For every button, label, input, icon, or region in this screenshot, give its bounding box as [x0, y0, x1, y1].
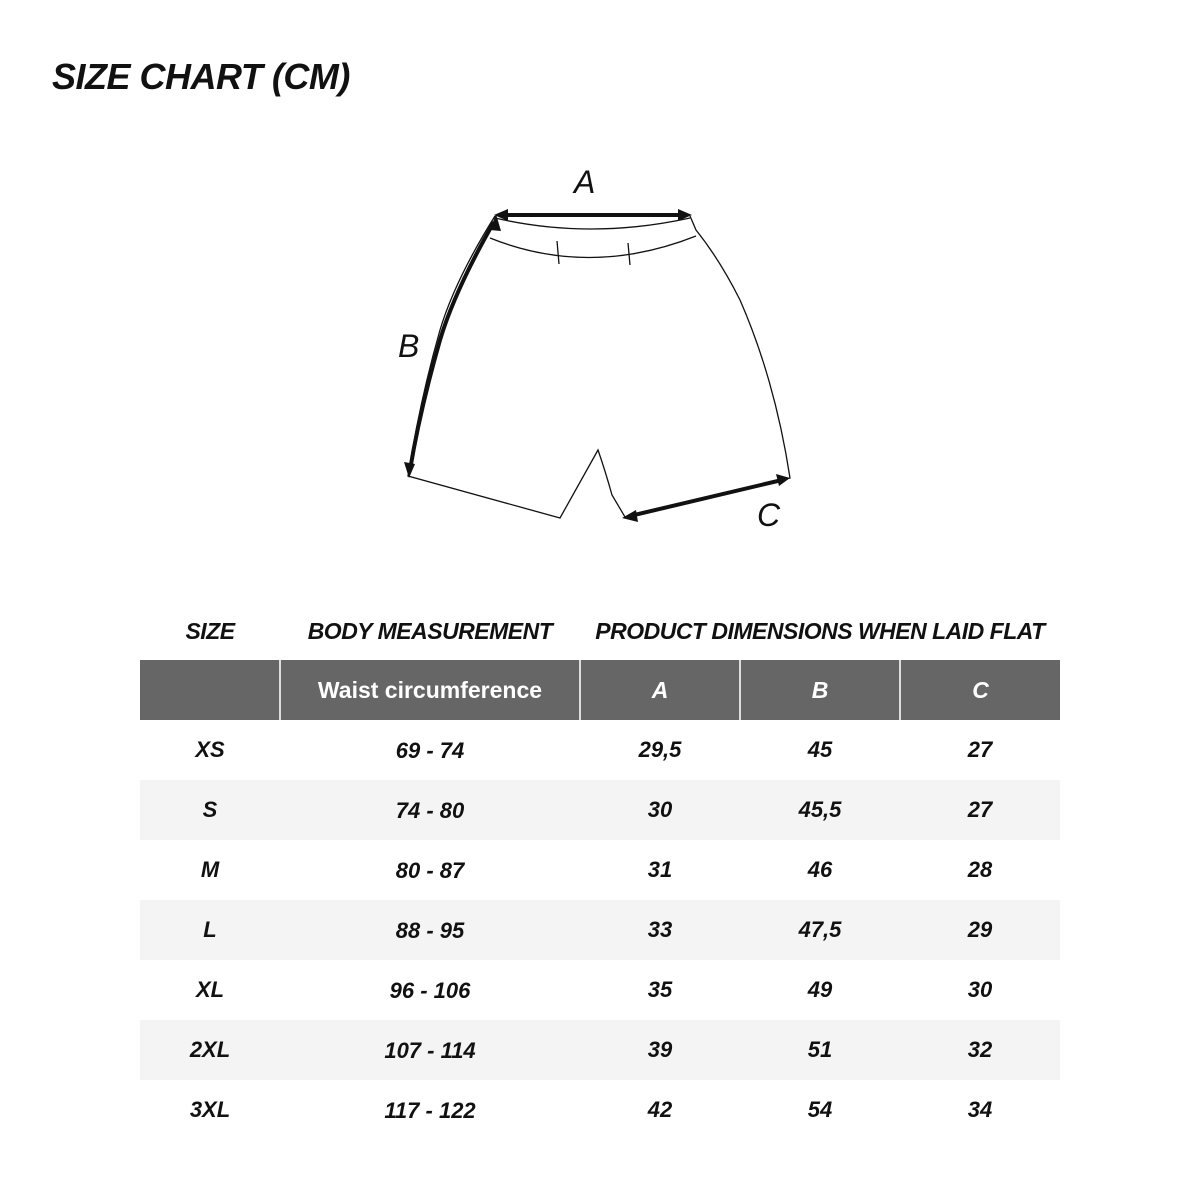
- page-title: SIZE CHART (CM): [52, 56, 350, 97]
- cell-a: 29,5: [638, 737, 682, 762]
- cell-a: 30: [580, 780, 740, 840]
- cell-a: 35: [647, 977, 673, 1002]
- label-b: B: [398, 328, 419, 364]
- cell-size: M: [200, 857, 220, 882]
- col-header-a: A: [579, 660, 740, 720]
- measure-arrows: [404, 209, 790, 522]
- label-a: A: [572, 164, 595, 200]
- cell-size: XS: [195, 737, 225, 762]
- shorts-outline: [407, 215, 791, 519]
- cell-a: 31: [647, 857, 673, 882]
- cell-a: 42: [647, 1097, 673, 1122]
- cell-waist: 69 - 74: [395, 738, 465, 763]
- cell-b: 45: [807, 737, 833, 762]
- group-header-size: SIZE: [185, 618, 235, 644]
- cell-c: 34: [967, 1097, 993, 1122]
- table-header-row: Waist circumference A B C: [140, 660, 1060, 720]
- cell-c: 29: [900, 900, 1060, 960]
- table-row: XL 96 - 106 35 49 30: [140, 960, 1060, 1020]
- cell-c: 27: [967, 737, 993, 762]
- size-table: Waist circumference A B C XS 69 - 74 29,5 4…: [140, 660, 1060, 1140]
- cell-size: 2XL: [140, 1020, 280, 1080]
- cell-b: 51: [740, 1020, 900, 1080]
- table-row: L 88 - 95 33 47,5 29: [140, 900, 1060, 960]
- cell-waist: 88 - 95: [280, 900, 580, 960]
- col-header-c: C: [899, 660, 1060, 720]
- cell-a: 33: [580, 900, 740, 960]
- cell-b: 46: [807, 857, 833, 882]
- cell-b: 47,5: [740, 900, 900, 960]
- cell-waist: 80 - 87: [395, 858, 465, 883]
- cell-c: 28: [967, 857, 993, 882]
- cell-a: 39: [580, 1020, 740, 1080]
- cell-c: 27: [900, 780, 1060, 840]
- col-header-waist: Waist circumference: [279, 660, 580, 720]
- cell-b: 54: [807, 1097, 833, 1122]
- cell-c: 30: [967, 977, 993, 1002]
- cell-c: 32: [900, 1020, 1060, 1080]
- cell-waist: 74 - 80: [280, 780, 580, 840]
- cell-size: XL: [195, 977, 225, 1002]
- cell-size: L: [140, 900, 280, 960]
- cell-waist: 107 - 114: [280, 1020, 580, 1080]
- table-row: XS 69 - 74 29,5 45 27: [140, 720, 1060, 780]
- cell-waist: 96 - 106: [389, 978, 471, 1003]
- label-c: C: [757, 497, 781, 533]
- shorts-diagram: A B C: [398, 164, 791, 533]
- cell-waist: 117 - 122: [384, 1098, 476, 1123]
- table-row: M 80 - 87 31 46 28: [140, 840, 1060, 900]
- cell-size: 3XL: [189, 1097, 231, 1122]
- table-row: 3XL 117 - 122 42 54 34: [140, 1080, 1060, 1140]
- group-header-product: PRODUCT DIMENSIONS WHEN LAID FLAT: [595, 618, 1045, 644]
- table-row: S 74 - 80 30 45,5 27: [140, 780, 1060, 840]
- group-header-body: BODY MEASUREMENT: [307, 618, 553, 644]
- col-header-size: [140, 660, 280, 720]
- col-header-b: B: [739, 660, 900, 720]
- cell-b: 49: [807, 977, 833, 1002]
- cell-size: S: [140, 780, 280, 840]
- cell-b: 45,5: [740, 780, 900, 840]
- table-row: 2XL 107 - 114 39 51 32: [140, 1020, 1060, 1080]
